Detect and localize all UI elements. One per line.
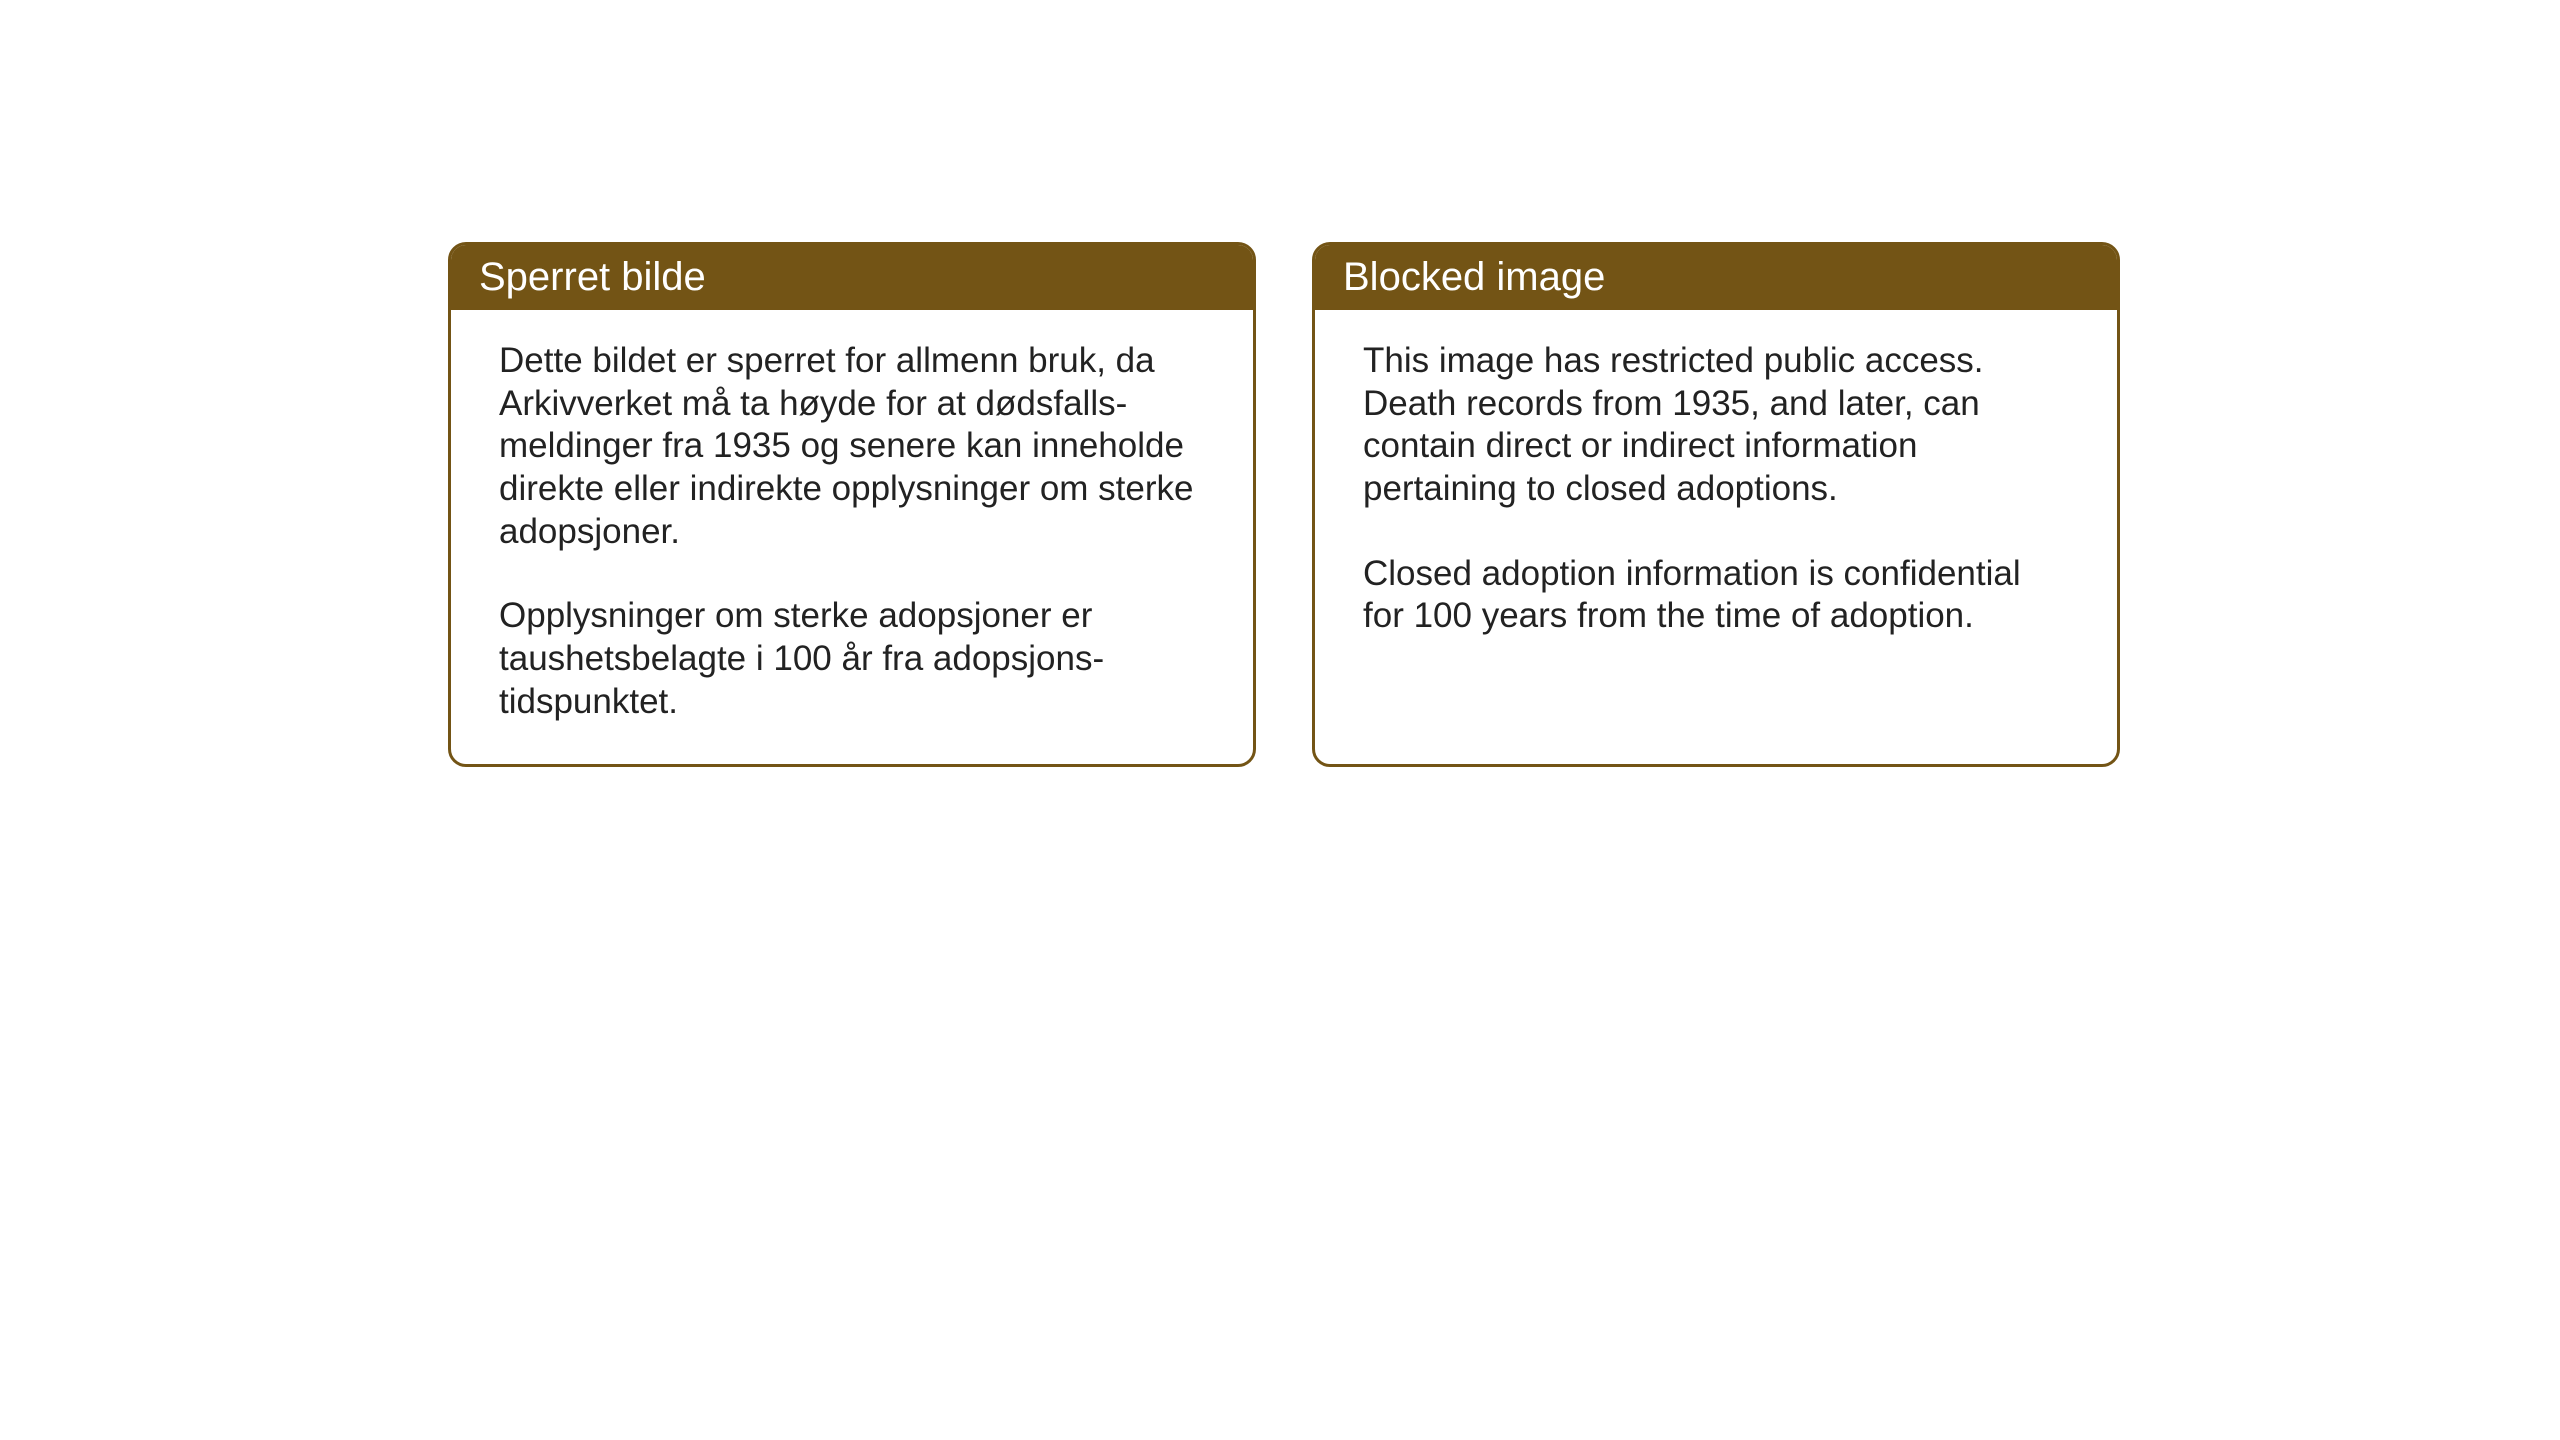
card-paragraph-1-norwegian: Dette bildet er sperret for allmenn bruk… [499,340,1205,553]
card-title-norwegian: Sperret bilde [479,255,706,299]
card-title-english: Blocked image [1343,255,1605,299]
card-english: Blocked image This image has restricted … [1312,242,2120,767]
card-paragraph-1-english: This image has restricted public access.… [1363,340,2069,511]
card-paragraph-2-english: Closed adoption information is confident… [1363,553,2069,638]
cards-container: Sperret bilde Dette bildet er sperret fo… [448,242,2120,767]
card-header-english: Blocked image [1315,245,2117,310]
card-body-norwegian: Dette bildet er sperret for allmenn bruk… [451,310,1253,764]
card-body-english: This image has restricted public access.… [1315,310,2117,740]
card-norwegian: Sperret bilde Dette bildet er sperret fo… [448,242,1256,767]
card-paragraph-2-norwegian: Opplysninger om sterke adopsjoner er tau… [499,595,1205,723]
card-header-norwegian: Sperret bilde [451,245,1253,310]
